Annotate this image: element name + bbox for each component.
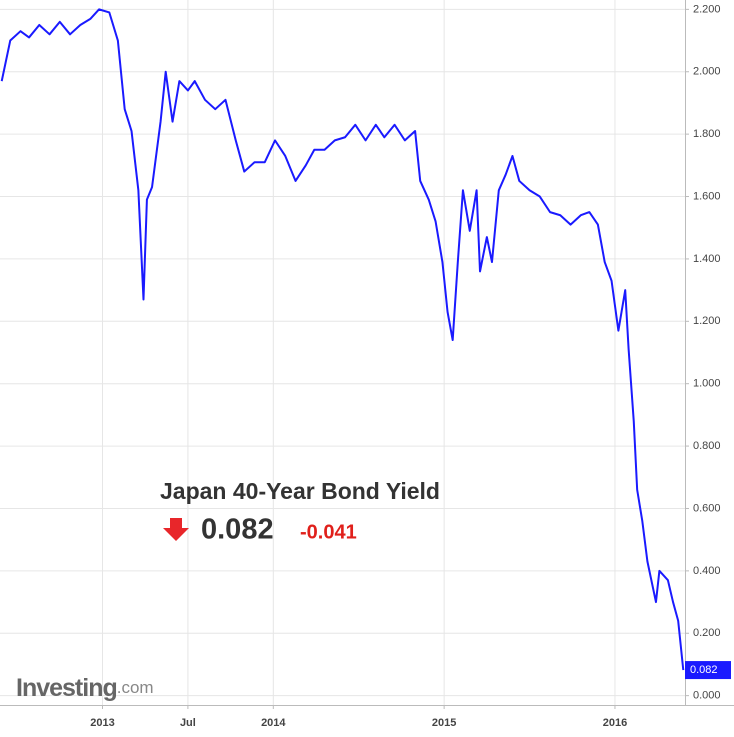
x-tick-label: 2014 [261, 717, 286, 729]
x-tick-label: 2015 [432, 717, 456, 729]
down-arrow-icon [163, 518, 189, 541]
y-tick-label: 1.400 [693, 253, 721, 265]
price-tag [685, 661, 731, 680]
last-value: 0.082 [201, 514, 274, 546]
change-value: -0.041 [300, 521, 357, 543]
y-tick-label: 1.800 [693, 128, 721, 140]
grid [0, 0, 685, 705]
y-tick-label: 1.600 [693, 190, 721, 202]
y-tick-label: 2.000 [693, 66, 721, 78]
x-tick-label: 2016 [603, 717, 627, 729]
x-tick-label: Jul [180, 717, 196, 729]
chart-title: Japan 40-Year Bond Yield [160, 478, 440, 504]
y-tick-label: 1.200 [693, 315, 721, 327]
y-tick-label: 0.400 [693, 565, 721, 577]
logo-suffix: .com [117, 678, 154, 697]
logo-name: Investing [16, 674, 117, 702]
price-tag-label: 0.082 [690, 664, 718, 676]
y-tick-label: 0.200 [693, 627, 721, 639]
plot-area [0, 8, 685, 671]
y-tick-label: 2.200 [693, 3, 721, 15]
axes: 0.000 0.200 0.400 0.600 0.800 1.000 1.200 1.400… [90, 3, 731, 729]
y-tick-label: 0.000 [693, 690, 721, 702]
line-series [0, 8, 685, 671]
x-tick-label: 2013 [90, 717, 114, 729]
y-tick-label: 0.800 [693, 440, 721, 452]
y-tick-label: 1.000 [693, 378, 721, 390]
logo: Investing.com [16, 674, 154, 702]
y-tick-label: 0.600 [693, 502, 721, 514]
